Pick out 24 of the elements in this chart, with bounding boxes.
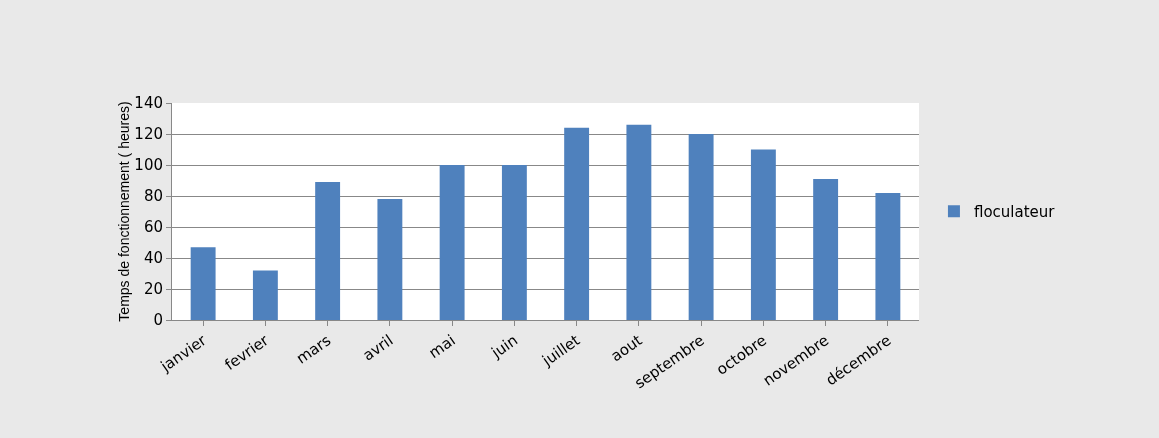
bar [439, 165, 465, 320]
bar [190, 247, 216, 320]
bar [564, 127, 590, 320]
y-tick-label: 60 [143, 218, 163, 237]
y-tick-label: 40 [143, 249, 163, 268]
bar [377, 199, 403, 320]
bar [252, 270, 278, 320]
bar [813, 178, 839, 320]
y-tick-label: 100 [134, 156, 163, 175]
bar [501, 165, 527, 320]
legend-label: floculateur [973, 203, 1056, 222]
bar [875, 192, 901, 320]
y-tick-label: 0 [153, 311, 163, 330]
bar [750, 149, 776, 320]
y-tick-label: 120 [134, 125, 163, 144]
bar [688, 134, 714, 320]
y-tick-label: 140 [134, 94, 163, 113]
y-tick-label: 20 [143, 280, 163, 299]
y-tick-label: 80 [143, 187, 163, 206]
bar [315, 182, 341, 320]
x-tick-label: mai [425, 331, 459, 362]
bar [626, 124, 652, 320]
y-axis-title: Temps de fonctionnement ( heures) [116, 101, 133, 322]
x-tick-label: juin [487, 331, 521, 363]
